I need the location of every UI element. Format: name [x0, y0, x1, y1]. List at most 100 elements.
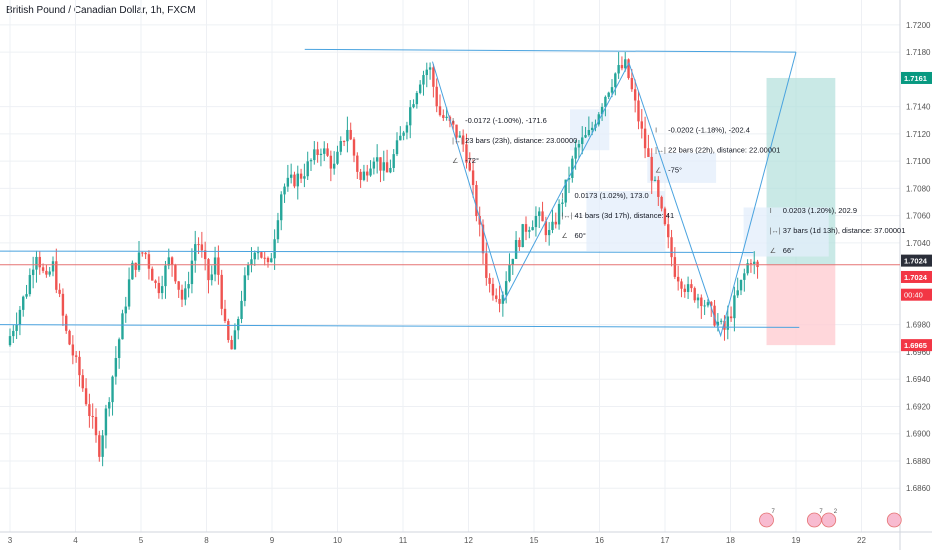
candle-body [521, 224, 524, 248]
candle-body [88, 404, 91, 417]
x-tick-label: 16 [595, 536, 604, 545]
candle-body [121, 313, 124, 340]
x-tick-label: 12 [464, 536, 473, 545]
candle-body [117, 339, 121, 359]
event-count: 7 [819, 509, 823, 515]
y-tick-label: 1.6920 [906, 402, 931, 411]
measure-text: -72° [465, 156, 479, 165]
candle-body [230, 339, 233, 350]
candle-body [640, 121, 643, 129]
y-tick-label: 1.7100 [906, 157, 931, 166]
measure-label-measure-2: I 0.0173 (1.02%), 173.0 |↔| 41 bars (3d 17h… [562, 191, 675, 240]
candle-body [38, 256, 41, 268]
x-tick-label: 3 [8, 536, 13, 545]
candle-body [124, 306, 127, 314]
y-tick-label: 1.7080 [906, 184, 931, 193]
candle-body [495, 295, 498, 299]
event-icon [821, 512, 837, 528]
candle-body [375, 157, 379, 162]
candle-body [624, 59, 627, 69]
candle-body [55, 261, 58, 290]
candle-body [564, 179, 567, 203]
candle-body [276, 220, 280, 240]
candle-body [280, 194, 283, 221]
candle-body [8, 336, 12, 346]
mid-line [0, 250, 754, 253]
candle-body [154, 280, 157, 283]
candle-body [194, 244, 197, 261]
candle-body [736, 290, 739, 296]
candle-body [571, 158, 574, 178]
candle-body [726, 316, 729, 330]
candle-body [352, 139, 356, 156]
candle-body [260, 252, 263, 258]
candle-body [458, 135, 462, 138]
measure-text: -75° [668, 165, 682, 174]
countdown-bg [901, 288, 932, 301]
candle-body [256, 252, 260, 254]
event-icon [886, 512, 902, 528]
candle-body [425, 69, 428, 76]
candle-body [402, 132, 405, 136]
y-tick-label: 1.7180 [906, 48, 931, 57]
y-tick-label: 1.6900 [906, 430, 931, 439]
candle-body [703, 305, 706, 307]
candle-body [501, 294, 505, 304]
x-tick-label: 11 [399, 536, 408, 545]
candle-body [323, 148, 326, 154]
stop-loss-price-label-bg [901, 339, 932, 352]
measure-icon: ∠ [562, 232, 568, 240]
measure-icon: I [770, 208, 772, 215]
candle-body [65, 315, 68, 331]
last-price-label: 1.7024 [904, 273, 928, 282]
candle-body [445, 116, 448, 118]
candle-body [263, 257, 266, 259]
measure-icon: I [452, 118, 454, 125]
candle-body [620, 65, 624, 69]
candle-body [574, 147, 577, 159]
candle-body [273, 239, 276, 259]
measure-text: -0.0202 (-1.18%), -202.4 [668, 125, 750, 134]
candle-body [442, 115, 445, 118]
candle-body [531, 227, 534, 231]
candle-body [203, 250, 207, 260]
candle-body [471, 170, 475, 186]
candle-body [61, 293, 65, 316]
candle-body [716, 321, 720, 326]
candle-body [418, 84, 422, 93]
measure-icon: |↔| [452, 138, 463, 145]
y-tick-label: 1.6940 [906, 375, 931, 384]
candle-body [51, 261, 55, 272]
candle-body [45, 270, 48, 275]
candle-body [432, 67, 435, 87]
candle-body [104, 408, 108, 436]
candle-body [336, 151, 339, 164]
candle-body [359, 171, 362, 180]
candle-body [696, 297, 700, 301]
candle-body [733, 295, 736, 319]
candle-body [326, 148, 329, 156]
candle-body [405, 125, 409, 133]
candle-body [452, 121, 455, 125]
measure-icon: ∠ [452, 157, 458, 165]
candle-body [415, 92, 419, 105]
x-tick-label: 10 [333, 536, 342, 545]
candle-body [663, 208, 667, 225]
candles [8, 52, 759, 467]
candle-body [180, 289, 184, 300]
x-tick-label: 19 [792, 536, 801, 545]
candle-body [753, 261, 756, 265]
countdown-label: 00:40 [904, 291, 923, 300]
x-tick-label: 5 [139, 536, 144, 545]
candle-body [690, 284, 693, 289]
candle-body [197, 244, 200, 246]
measure-icon: ∠ [770, 247, 776, 255]
candle-body [600, 106, 604, 115]
candle-body [213, 257, 217, 275]
candle-body [84, 388, 88, 405]
candle-body [22, 296, 25, 310]
candle-body [187, 284, 190, 289]
candle-body [18, 309, 22, 325]
measure-text: 41 bars (3d 17h), distance: 41 [575, 211, 675, 220]
